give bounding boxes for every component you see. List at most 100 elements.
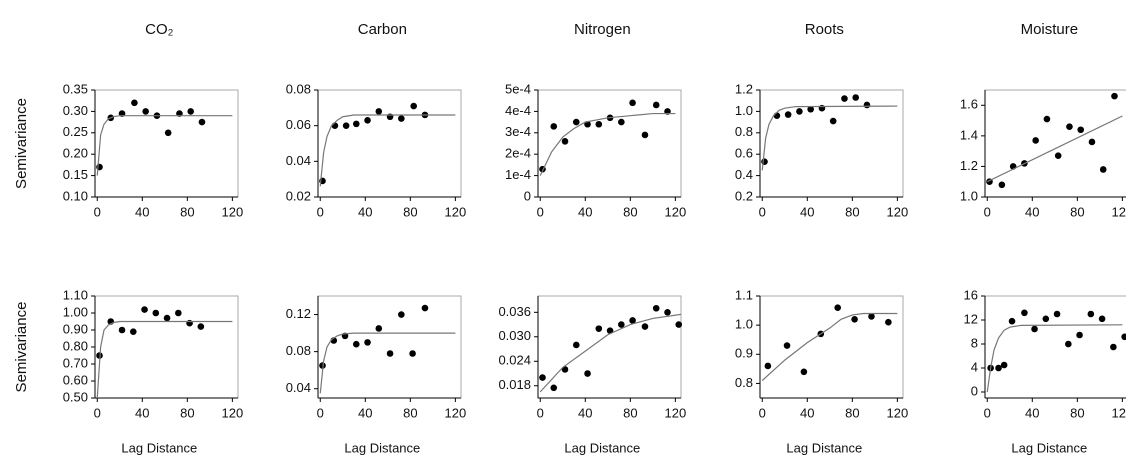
point [834, 304, 841, 311]
point [421, 304, 429, 312]
point [375, 325, 383, 332]
point [1087, 310, 1095, 318]
chart-title: Carbon [358, 21, 407, 38]
point [595, 325, 603, 332]
y-tick-label: 0.30 [63, 103, 88, 118]
point [572, 118, 580, 126]
y-tick-label: 0.04 [286, 380, 311, 395]
y-tick-label: 0.90 [63, 321, 88, 336]
x-axis-label: Lag Distance [121, 440, 197, 455]
point [807, 105, 814, 113]
point [852, 94, 860, 101]
plot-frame [317, 295, 462, 399]
point [652, 101, 660, 109]
fit-line [319, 332, 456, 394]
y-tick-label: 1.0 [960, 188, 978, 203]
x-tick-label: 80 [845, 405, 859, 420]
point [409, 350, 416, 357]
y-tick-label: 0.9 [735, 346, 753, 361]
y-tick-label: 0.60 [63, 372, 88, 387]
x-tick-label: 40 [135, 204, 149, 219]
point [1031, 325, 1038, 333]
point [1065, 340, 1072, 348]
y-tick-label: 0.50 [63, 389, 88, 404]
y-tick-label: 1e-4 [505, 167, 531, 182]
point [618, 321, 625, 328]
point [595, 120, 603, 128]
point [868, 313, 875, 320]
x-tick-label: 80 [623, 204, 637, 219]
point [187, 108, 195, 115]
x-axis-label: Lag Distance [344, 440, 420, 455]
y-tick-label: 0.10 [63, 188, 88, 203]
y-tick-label: 12 [964, 311, 978, 326]
y-tick-label: 1.2 [735, 81, 753, 96]
x-tick-label: 80 [403, 405, 417, 420]
y-tick-label: 4e-4 [505, 103, 531, 118]
point [784, 111, 792, 118]
point [783, 342, 791, 349]
x-tick-label: 80 [180, 204, 194, 219]
chart-title: Moisture [1021, 21, 1079, 38]
y-axis-label: Semivariance [13, 302, 30, 393]
y-tick-label: 0.018 [498, 377, 531, 392]
fit-line [96, 115, 233, 176]
y-tick-label: 0.15 [63, 167, 88, 182]
point [398, 115, 405, 122]
y-tick-label: 1.10 [63, 287, 88, 302]
point [364, 117, 371, 124]
point [364, 339, 371, 346]
x-tick-label: 120 [665, 204, 687, 219]
point [342, 122, 350, 129]
point [1053, 310, 1061, 318]
fit-line [319, 114, 456, 187]
x-tick-label: 40 [135, 405, 149, 420]
point [550, 384, 558, 392]
x-tick-label: 40 [358, 405, 372, 420]
point [606, 327, 614, 334]
point [319, 362, 326, 369]
point [386, 350, 394, 357]
y-tick-label: 1.6 [960, 97, 978, 112]
y-tick-label: 0.030 [498, 328, 531, 343]
x-tick-label: 120 [887, 405, 909, 420]
point [995, 364, 1002, 372]
point [352, 120, 360, 128]
y-tick-label: 1.0 [735, 103, 753, 118]
point [1066, 123, 1073, 130]
fit-line [539, 112, 676, 176]
x-tick-label: 40 [578, 405, 592, 420]
point [1111, 92, 1118, 100]
x-axis-label: Lag Distance [564, 440, 640, 455]
fit-line [986, 115, 1123, 183]
plot-frame [317, 89, 462, 198]
y-tick-label: 0.036 [498, 304, 531, 319]
plot-frame [94, 89, 239, 198]
x-tick-label: 120 [1112, 204, 1126, 219]
x-tick-label: 0 [94, 405, 101, 420]
point [175, 309, 182, 317]
point [863, 101, 871, 109]
y-tick-label: 0.024 [498, 353, 531, 368]
point [410, 102, 418, 110]
point [1021, 309, 1028, 317]
point [641, 131, 649, 139]
point [561, 138, 569, 145]
chart-title: CO₂ [145, 21, 174, 38]
x-tick-label: 120 [665, 405, 687, 420]
point [829, 117, 837, 125]
fit-line [761, 312, 898, 381]
x-tick-label: 0 [984, 204, 991, 219]
x-tick-label: 120 [445, 204, 467, 219]
y-tick-label: 0.70 [63, 355, 88, 370]
point [164, 129, 172, 137]
plot-frame [94, 295, 239, 399]
plot-frame [984, 89, 1126, 198]
x-tick-label: 120 [222, 204, 244, 219]
point [800, 368, 808, 376]
y-tick-label: 0.12 [286, 306, 311, 321]
point [761, 158, 768, 165]
point [1043, 115, 1051, 123]
x-tick-label: 80 [1070, 204, 1084, 219]
